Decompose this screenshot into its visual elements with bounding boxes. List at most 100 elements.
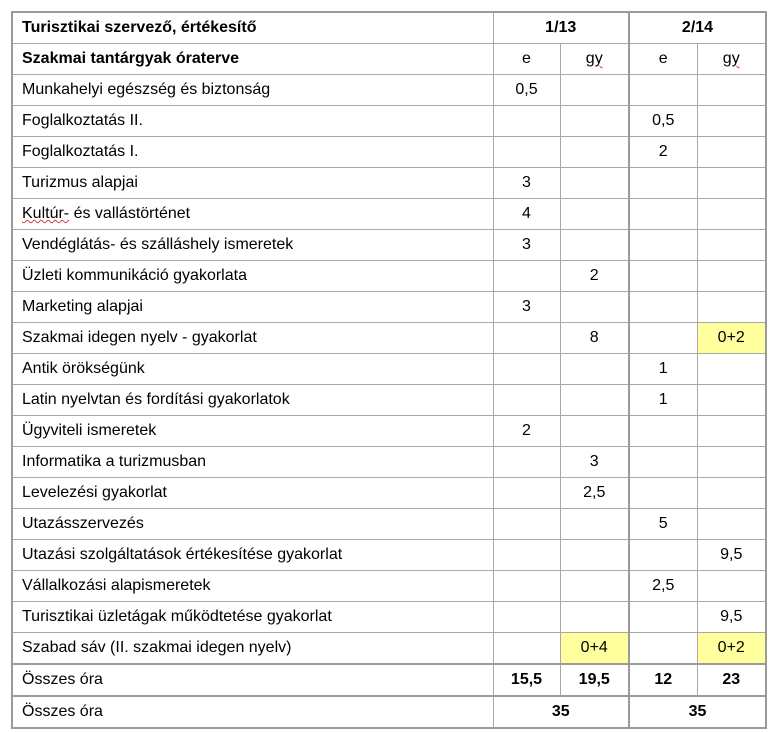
grand-totals-label: Összes óra bbox=[11, 695, 494, 729]
hours-e2 bbox=[628, 167, 698, 199]
total-gy2: 23 bbox=[696, 663, 767, 697]
table-row: Ügyviteli ismeretek 2 bbox=[11, 415, 767, 447]
hours-e1 bbox=[492, 477, 561, 509]
hours-e1 bbox=[492, 322, 561, 354]
hours-gy2 bbox=[696, 384, 767, 416]
hours-e2 bbox=[628, 446, 698, 478]
subheader-row: Szakmai tantárgyak óraterve e gy e gy bbox=[11, 43, 767, 75]
hours-gy2: 0+2 bbox=[696, 632, 767, 665]
hours-e2 bbox=[628, 229, 698, 261]
subject-name: Turizmus alapjai bbox=[11, 167, 494, 199]
table-row: Turizmus alapjai 3 bbox=[11, 167, 767, 199]
hours-gy1 bbox=[559, 74, 630, 106]
hours-gy1: 8 bbox=[559, 322, 630, 354]
subject-name: Informatika a turizmusban bbox=[11, 446, 494, 478]
hours-gy1 bbox=[559, 601, 630, 633]
subject-name: Foglalkoztatás II. bbox=[11, 105, 494, 137]
table-row: Informatika a turizmusban 3 bbox=[11, 446, 767, 478]
subject-name: Vállalkozási alapismeretek bbox=[11, 570, 494, 602]
grand-totals-row: Összes óra 35 35 bbox=[11, 695, 767, 729]
col-gy1: gy bbox=[559, 43, 630, 75]
totals-label: Összes óra bbox=[11, 663, 494, 697]
hours-gy1 bbox=[559, 198, 630, 230]
table-row: Marketing alapjai 3 bbox=[11, 291, 767, 323]
hours-gy2 bbox=[696, 477, 767, 509]
hours-gy1: 2 bbox=[559, 260, 630, 292]
hours-e2: 1 bbox=[628, 353, 698, 385]
hours-gy1: 0+4 bbox=[559, 632, 630, 665]
subject-name: Munkahelyi egészség és biztonság bbox=[11, 74, 494, 106]
hours-e1 bbox=[492, 260, 561, 292]
hours-gy2 bbox=[696, 74, 767, 106]
hours-e2: 5 bbox=[628, 508, 698, 540]
table-subtitle: Szakmai tantárgyak óraterve bbox=[11, 43, 494, 75]
hours-e2 bbox=[628, 477, 698, 509]
hours-e2 bbox=[628, 539, 698, 571]
hours-e1 bbox=[492, 136, 561, 168]
hours-e1 bbox=[492, 570, 561, 602]
subject-name: Ügyviteli ismeretek bbox=[11, 415, 494, 447]
total-e1: 15,5 bbox=[492, 663, 561, 697]
subject-name: Latin nyelvtan és fordítási gyakorlatok bbox=[11, 384, 494, 416]
table-row: Utazásszervezés 5 bbox=[11, 508, 767, 540]
hours-e1 bbox=[492, 353, 561, 385]
hours-gy2 bbox=[696, 229, 767, 261]
hours-e1 bbox=[492, 508, 561, 540]
hours-gy1 bbox=[559, 291, 630, 323]
subject-name: Kultúr- és vallástörténet bbox=[11, 198, 494, 230]
hours-e1: 0,5 bbox=[492, 74, 561, 106]
subject-name: Üzleti kommunikáció gyakorlata bbox=[11, 260, 494, 292]
curriculum-table: Turisztikai szervező, értékesítő 1/13 2/… bbox=[11, 11, 767, 729]
year1-header: 1/13 bbox=[492, 11, 630, 44]
total-gy1: 19,5 bbox=[559, 663, 630, 697]
table-row: Foglalkoztatás II. 0,5 bbox=[11, 105, 767, 137]
hours-gy1: 2,5 bbox=[559, 477, 630, 509]
hours-e2: 1 bbox=[628, 384, 698, 416]
year2-header: 2/14 bbox=[628, 11, 767, 44]
subject-name: Turisztikai üzletágak működtetése gyakor… bbox=[11, 601, 494, 633]
hours-e1 bbox=[492, 601, 561, 633]
col-gy2: gy bbox=[696, 43, 767, 75]
subject-name: Vendéglátás- és szálláshely ismeretek bbox=[11, 229, 494, 261]
hours-e1: 4 bbox=[492, 198, 561, 230]
hours-gy2 bbox=[696, 508, 767, 540]
total-e2: 12 bbox=[628, 663, 698, 697]
hours-gy1: 3 bbox=[559, 446, 630, 478]
hours-e2: 0,5 bbox=[628, 105, 698, 137]
hours-e2: 2,5 bbox=[628, 570, 698, 602]
table-row: Munkahelyi egészség és biztonság 0,5 bbox=[11, 74, 767, 106]
hours-gy2 bbox=[696, 136, 767, 168]
hours-gy2 bbox=[696, 446, 767, 478]
subject-name: Szakmai idegen nyelv - gyakorlat bbox=[11, 322, 494, 354]
subject-name: Szabad sáv (II. szakmai idegen nyelv) bbox=[11, 632, 494, 665]
hours-e1: 3 bbox=[492, 167, 561, 199]
hours-e2 bbox=[628, 74, 698, 106]
hours-gy2 bbox=[696, 291, 767, 323]
hours-e1 bbox=[492, 539, 561, 571]
hours-gy2 bbox=[696, 353, 767, 385]
table-row: Foglalkoztatás I. 2 bbox=[11, 136, 767, 168]
col-e2: e bbox=[628, 43, 698, 75]
hours-gy2 bbox=[696, 415, 767, 447]
hours-gy1 bbox=[559, 229, 630, 261]
hours-e2 bbox=[628, 415, 698, 447]
hours-e2 bbox=[628, 601, 698, 633]
hours-gy2 bbox=[696, 167, 767, 199]
table-row: Utazási szolgáltatások értékesítése gyak… bbox=[11, 539, 767, 571]
subject-name: Foglalkoztatás I. bbox=[11, 136, 494, 168]
hours-gy2 bbox=[696, 105, 767, 137]
hours-e1: 3 bbox=[492, 291, 561, 323]
hours-gy2: 9,5 bbox=[696, 601, 767, 633]
table-row: Turisztikai üzletágak működtetése gyakor… bbox=[11, 601, 767, 633]
subject-name: Levelezési gyakorlat bbox=[11, 477, 494, 509]
hours-e1: 3 bbox=[492, 229, 561, 261]
hours-gy2: 9,5 bbox=[696, 539, 767, 571]
hours-e1: 2 bbox=[492, 415, 561, 447]
hours-gy2 bbox=[696, 570, 767, 602]
hours-gy1 bbox=[559, 570, 630, 602]
table-row: Üzleti kommunikáció gyakorlata 2 bbox=[11, 260, 767, 292]
hours-e2 bbox=[628, 260, 698, 292]
table-row: Levelezési gyakorlat 2,5 bbox=[11, 477, 767, 509]
hours-gy1 bbox=[559, 353, 630, 385]
header-row: Turisztikai szervező, értékesítő 1/13 2/… bbox=[11, 11, 767, 44]
